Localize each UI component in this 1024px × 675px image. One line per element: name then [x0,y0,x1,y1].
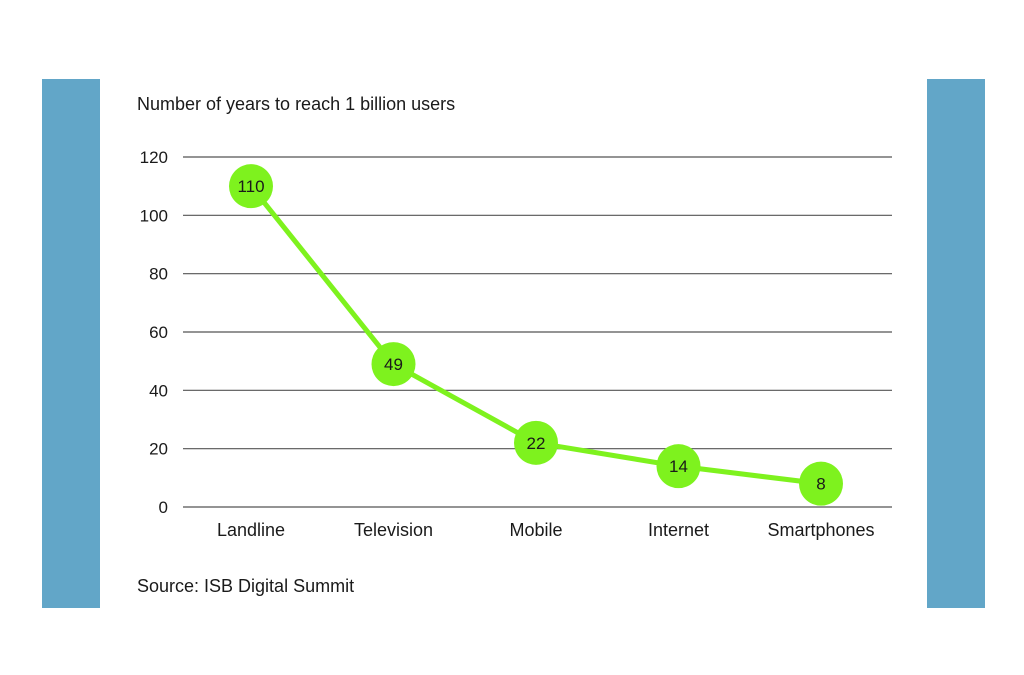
x-tick-label: Mobile [509,520,562,540]
x-tick-label: Internet [648,520,709,540]
data-point-marker [799,461,843,506]
y-tick-label: 0 [159,498,168,517]
data-label: 14 [669,457,688,476]
data-point-marker [371,342,416,387]
data-label: 22 [527,434,546,453]
y-tick-label: 60 [149,323,168,342]
data-point-marker [656,444,701,489]
data-point-marker [229,164,273,209]
right-side-bar [927,79,985,608]
x-tick-label: Television [354,520,433,540]
y-tick-label: 120 [140,148,168,167]
left-side-bar [42,79,100,608]
source-note: Source: ISB Digital Summit [137,576,355,596]
y-tick-label: 100 [140,206,168,225]
data-label: 110 [237,177,264,196]
data-point-marker [514,420,558,465]
x-tick-label: Landline [217,520,285,540]
data-label: 8 [816,475,825,494]
chart-title: Number of years to reach 1 billion users [137,94,456,114]
y-tick-label: 80 [149,265,168,284]
data-label: 49 [384,355,403,374]
y-tick-label: 40 [149,381,168,400]
x-tick-label: Smartphones [767,520,874,540]
y-tick-label: 20 [149,440,168,459]
